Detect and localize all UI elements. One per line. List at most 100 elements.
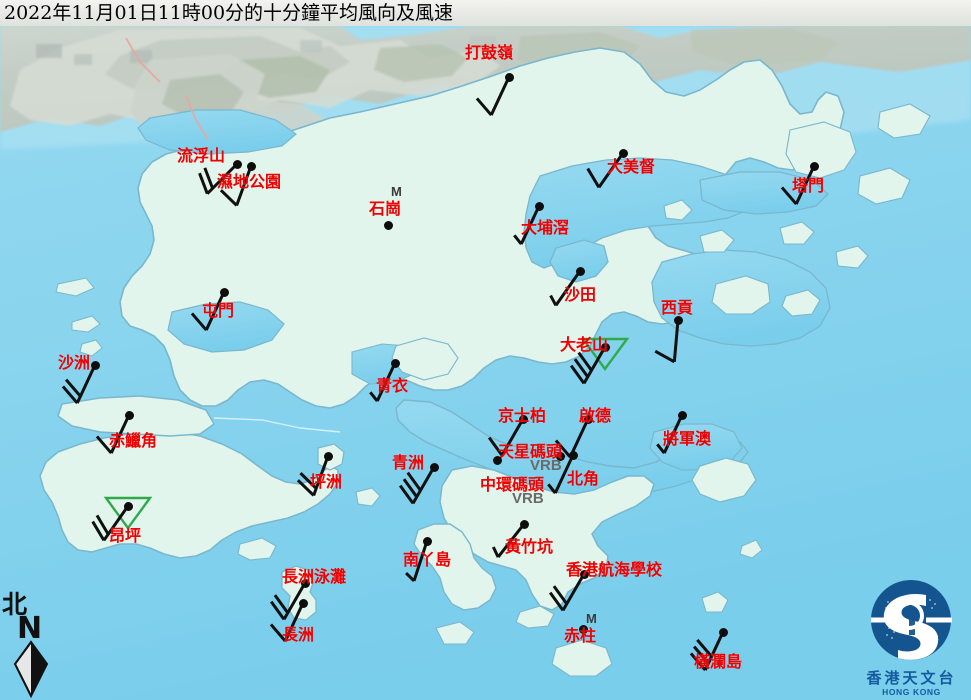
station-marker-dot bbox=[124, 410, 134, 420]
station-label-central-pier: 中環碼頭 bbox=[480, 475, 545, 494]
hko-logo: 香港天文台 HONG KONG OBSERVATORY bbox=[852, 578, 971, 700]
hko-logo-cn-text: 香港天文台 bbox=[866, 669, 957, 687]
gale-warning-triangle bbox=[103, 496, 153, 531]
station-label-tai-mei-tuk: 大美督 bbox=[607, 157, 656, 176]
station-marker-dot bbox=[504, 72, 514, 82]
station-marker-dot bbox=[600, 342, 610, 352]
wind-barb bbox=[654, 319, 680, 364]
wind-barb bbox=[549, 270, 582, 307]
station-label-kings-park: 京士柏 bbox=[498, 406, 547, 425]
wind-barb bbox=[369, 362, 397, 402]
wind-barb bbox=[91, 505, 130, 542]
station-label-tseung-kwan-o: 將軍澳 bbox=[663, 429, 712, 448]
station-label-wetland-park: 濕地公園 bbox=[217, 172, 282, 191]
station-label-cheung-chau: 長洲 bbox=[282, 625, 315, 644]
wind-barb bbox=[548, 573, 586, 612]
station-marker-dot bbox=[323, 451, 333, 461]
station-label-tuen-mun: 屯門 bbox=[202, 301, 235, 320]
station-label-waglan-island: 橫瀾島 bbox=[694, 652, 743, 671]
wind-barb bbox=[586, 152, 625, 189]
station-label-green-island: 青洲 bbox=[392, 453, 425, 472]
station-marker-dot bbox=[518, 414, 528, 424]
station-marker-dot bbox=[492, 455, 502, 465]
wind-barb bbox=[398, 466, 436, 505]
station-missing-code: M bbox=[586, 611, 597, 626]
station-label-sai-kung: 西貢 bbox=[661, 298, 694, 317]
station-label-lau-fau-shan: 流浮山 bbox=[177, 146, 226, 165]
wind-barb bbox=[219, 165, 253, 207]
hko-logo-en-text: HONG KONG OBSERVATORY bbox=[876, 687, 946, 700]
gale-warning-triangle bbox=[580, 337, 630, 372]
station-missing-code: M bbox=[391, 184, 402, 199]
station-label-ta-kwu-ling: 打鼓嶺 bbox=[465, 43, 514, 62]
station-label-chek-lap-kok: 赤鱲角 bbox=[109, 431, 158, 450]
north-arrow: 北 N bbox=[2, 592, 64, 698]
station-label-shek-kong: 石崗 bbox=[369, 199, 402, 218]
station-label-tates-cairn: 大老山 bbox=[560, 335, 609, 354]
station-label-tai-po-kau: 大埔滘 bbox=[521, 218, 570, 237]
north-arrow-needle bbox=[13, 640, 49, 698]
station-label-tap-mun: 塔門 bbox=[792, 176, 825, 195]
wind-barb bbox=[656, 414, 684, 454]
station-marker-dot bbox=[422, 536, 432, 546]
wind-barb bbox=[198, 162, 239, 195]
station-label-lamma-island: 南丫島 bbox=[403, 550, 452, 569]
wind-barb bbox=[780, 165, 816, 206]
station-label-ngong-ping: 昂坪 bbox=[109, 526, 142, 545]
station-marker-dot bbox=[583, 414, 593, 424]
station-marker-dot bbox=[575, 266, 585, 276]
north-arrow-en-label: N bbox=[17, 611, 43, 646]
station-marker-dot bbox=[534, 201, 544, 211]
station-marker-dot bbox=[519, 519, 529, 529]
station-label-north-point: 北角 bbox=[567, 469, 600, 488]
station-marker-dot bbox=[579, 569, 589, 579]
wind-barb bbox=[513, 205, 541, 245]
station-marker-dot bbox=[300, 578, 310, 588]
station-label-sha-chau: 沙洲 bbox=[58, 353, 91, 372]
station-label-tsing-yi: 青衣 bbox=[376, 376, 409, 395]
wind-barb bbox=[269, 582, 307, 621]
station-marker-dot bbox=[809, 161, 819, 171]
wind-barb bbox=[95, 414, 131, 455]
hko-logo-mark bbox=[871, 580, 952, 660]
station-label-peng-chau: 坪洲 bbox=[310, 472, 343, 491]
wind-barb bbox=[491, 523, 526, 559]
station-label-sha-tin: 沙田 bbox=[564, 285, 597, 304]
station-marker-dot bbox=[718, 627, 728, 637]
station-marker-dot bbox=[568, 450, 578, 460]
station-marker-dot bbox=[246, 161, 256, 171]
station-marker-dot bbox=[618, 148, 628, 158]
station-marker-dot bbox=[383, 220, 393, 230]
north-arrow-cn-label: 北 bbox=[2, 590, 28, 619]
station-marker-dot bbox=[232, 159, 242, 169]
station-variable-code: VRB bbox=[512, 490, 544, 507]
page-title: 2022年11月01日11時00分的十分鐘平均風向及風速 bbox=[4, 2, 454, 24]
wind-barb bbox=[190, 291, 226, 332]
station-marker-dot bbox=[219, 287, 229, 297]
station-label-stanley: 赤柱 bbox=[564, 626, 597, 645]
station-marker-dot bbox=[390, 358, 400, 368]
wind-barb bbox=[405, 540, 429, 583]
station-marker-dot bbox=[677, 410, 687, 420]
station-marker-dot bbox=[673, 315, 683, 325]
wind-barb bbox=[61, 364, 97, 405]
wind-barb bbox=[689, 631, 725, 672]
wind-barb bbox=[269, 602, 305, 643]
station-marker-dot bbox=[298, 598, 308, 608]
station-marker-dot bbox=[123, 501, 133, 511]
wind-barb bbox=[487, 418, 525, 457]
station-label-cheung-chau-beach: 長洲泳灘 bbox=[282, 567, 347, 586]
station-label-hk-sea-school: 香港航海學校 bbox=[566, 560, 663, 579]
station-marker-dot bbox=[578, 624, 588, 634]
wind-barb bbox=[547, 454, 575, 494]
station-marker-dot bbox=[90, 360, 100, 370]
title-bar: 2022年11月01日11時00分的十分鐘平均風向及風速 bbox=[0, 0, 971, 26]
station-label-star-ferry: 天星碼頭 bbox=[498, 442, 563, 461]
wind-barb bbox=[569, 346, 607, 385]
wind-barb bbox=[475, 76, 511, 117]
station-variable-code: VRB bbox=[530, 457, 562, 474]
wind-barb bbox=[296, 455, 330, 497]
station-label-kai-tak: 啟德 bbox=[579, 406, 612, 425]
